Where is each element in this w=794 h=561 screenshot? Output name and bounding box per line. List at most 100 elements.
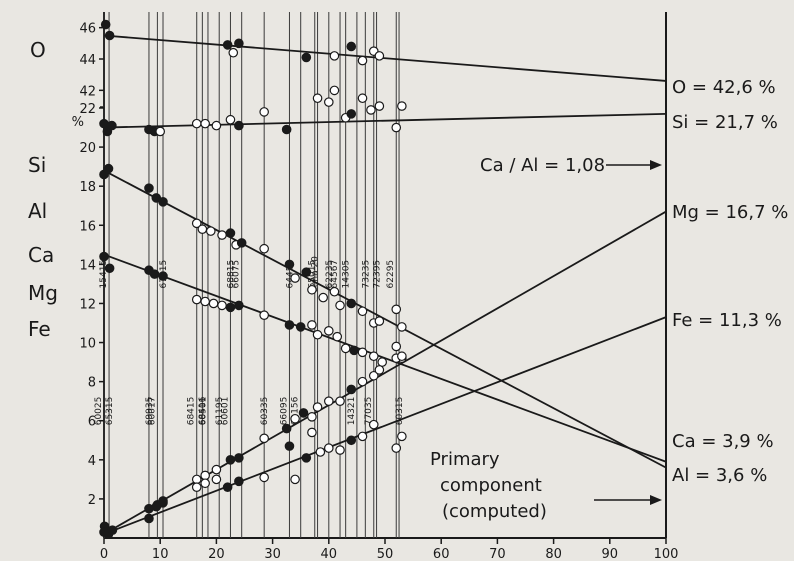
point-mg [307, 412, 317, 422]
sample-label: 60315 [395, 397, 405, 426]
annotations: O = 42,6 % Si = 21,7 % Al = 3,6 % Ca = 3,9 … [430, 77, 788, 522]
point-fe [191, 482, 202, 492]
fit-line-ca [103, 253, 667, 463]
sample-label: 69935 [145, 397, 155, 426]
point-al [103, 163, 114, 174]
sample-label: 65015 [308, 260, 318, 289]
end-label-fe: Fe = 11,3 % [672, 310, 782, 331]
primary-arrow-head [650, 495, 662, 505]
y-tick-label: 14 [79, 258, 96, 273]
sample-label: 68416 [198, 396, 208, 425]
end-label-al: Al = 3,6 % [672, 465, 767, 486]
point-mg [374, 365, 385, 375]
y-tick-label: 16 [79, 219, 96, 234]
point-ca [259, 310, 269, 320]
axis-labels: O% Si Al Ca Mg Fe [28, 38, 84, 341]
y-tick-label: 18 [79, 180, 96, 195]
x-tick-label: 70 [489, 547, 506, 561]
end-label-ca: Ca = 3,9 % [672, 431, 774, 452]
x-tick-label: 20 [208, 547, 225, 561]
point-ca [225, 302, 236, 313]
element-label-fe: Fe [28, 317, 51, 341]
element-label-al: Al [28, 199, 47, 223]
primary-label-line3: (computed) [442, 501, 547, 522]
point-al [284, 259, 295, 270]
point-fe [158, 496, 168, 506]
point-fe [357, 431, 368, 442]
point-ca [332, 331, 343, 342]
point-al [259, 243, 269, 254]
point-o [374, 51, 385, 61]
point-mg [312, 402, 323, 412]
point-ca [295, 322, 306, 332]
element-label-o: O [30, 38, 46, 62]
sample-label: 60501 [198, 397, 208, 426]
point-al [357, 306, 368, 317]
primary-label-line1: Primary [430, 449, 500, 470]
point-al [335, 300, 345, 311]
y-tick-label: 22 [79, 102, 96, 117]
point-si [323, 97, 334, 107]
point-ca [307, 320, 317, 330]
point-al [301, 267, 312, 277]
element-label-mg: Mg [28, 281, 58, 305]
sample-label: 14305 [342, 260, 352, 289]
point-ca [377, 357, 387, 367]
point-si [225, 114, 236, 125]
unit-label: % [72, 115, 84, 130]
point-si [397, 101, 407, 111]
point-fe [107, 525, 118, 535]
point-si [346, 109, 357, 119]
point-mg [211, 464, 222, 475]
point-o [228, 47, 239, 58]
point-al [217, 230, 227, 240]
sample-label: 68815 [226, 260, 236, 289]
point-al [205, 226, 216, 236]
point-si [155, 126, 165, 137]
point-ca [312, 329, 323, 340]
point-o [234, 38, 244, 49]
point-o [222, 40, 233, 50]
point-ca [191, 294, 202, 305]
x-tick-label: 50 [377, 547, 394, 561]
primary-label-line2: component [440, 475, 542, 496]
point-o [100, 19, 111, 30]
point-ca [158, 271, 168, 281]
point-al [346, 298, 357, 309]
point-ca [200, 296, 210, 307]
y-tick-label: 8 [88, 376, 96, 391]
point-al [318, 292, 328, 303]
sample-label: 60025 [94, 397, 104, 426]
point-al [391, 304, 402, 315]
y-tick-label: 44 [79, 53, 96, 68]
point-ca [149, 269, 160, 279]
sample-label: 61156 [291, 396, 301, 425]
point-ca [357, 347, 368, 358]
point-fe [144, 503, 154, 514]
point-al [197, 224, 208, 234]
x-tick-label: 80 [545, 547, 562, 561]
point-fe [346, 435, 357, 446]
sample-label: 14321 [347, 397, 357, 426]
point-ca [217, 300, 227, 311]
point-o [346, 41, 357, 52]
data-points [99, 19, 407, 539]
point-o [329, 51, 340, 61]
point-mg [290, 413, 300, 424]
point-al [158, 197, 168, 207]
point-si [366, 105, 376, 115]
x-tick-label: 90 [602, 547, 619, 561]
point-fe [234, 476, 244, 487]
point-o [104, 30, 115, 41]
sample-label: 66075 [232, 260, 242, 289]
point-al [236, 238, 247, 248]
point-al [397, 322, 407, 332]
point-mg [191, 474, 202, 485]
x-tick-label: 10 [152, 547, 169, 561]
end-label-si: Si = 21,7 % [672, 112, 778, 133]
point-fe [391, 443, 402, 453]
sample-label: 68415 [187, 397, 197, 426]
point-si [211, 120, 222, 131]
point-o [301, 52, 312, 63]
